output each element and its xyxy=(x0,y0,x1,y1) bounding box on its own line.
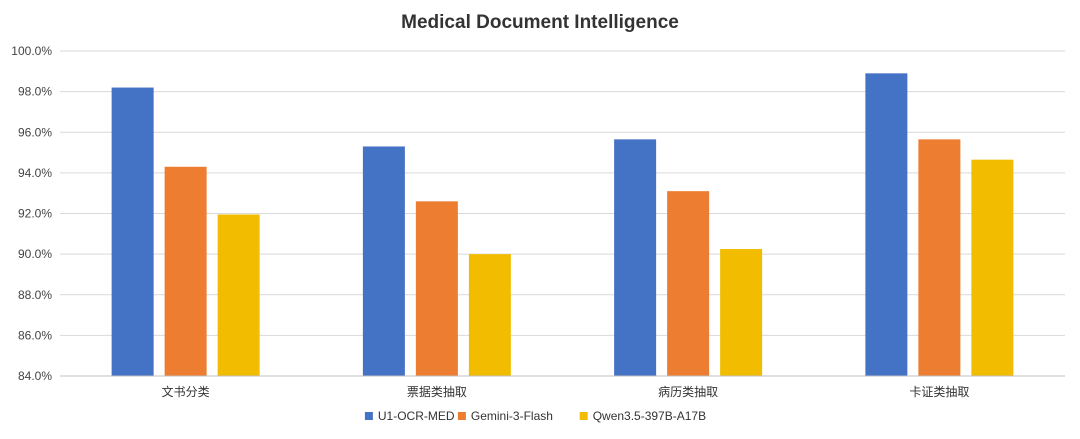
bar-gemini-3-flash xyxy=(415,201,458,376)
legend-label: Qwen3.5-397B-A17B xyxy=(593,409,706,423)
chart-title: Medical Document Intelligence xyxy=(401,12,679,33)
bars xyxy=(111,73,1014,376)
legend-item: Qwen3.5-397B-A17B xyxy=(579,409,706,423)
bar-u1-ocr-med xyxy=(865,73,908,376)
legend-swatch xyxy=(364,412,373,420)
y-axis-ticks: 84.0% 86.0% 88.0% 90.0% 92.0% 94.0% 96.0% 98.0%… xyxy=(11,44,52,383)
x-category-label: 病历类抽取 xyxy=(658,384,718,399)
x-category-label: 票据类抽取 xyxy=(407,385,467,399)
legend-label: U1-OCR-MED xyxy=(378,409,455,423)
bar-qwen3-5-397b-a17b xyxy=(971,159,1014,376)
x-category-label: 文书分类 xyxy=(162,384,210,399)
bar-gemini-3-flash xyxy=(667,191,710,376)
y-tick-label: 92.0% xyxy=(18,207,52,221)
gridlines xyxy=(60,50,1065,336)
bar-u1-ocr-med xyxy=(111,87,154,376)
legend: U1-OCR-MED Gemini-3-Flash Qwen3.5-397B-A17… xyxy=(364,409,706,423)
bar-qwen3-5-397b-a17b xyxy=(720,249,763,376)
bar-gemini-3-flash xyxy=(918,139,961,376)
bar-u1-ocr-med xyxy=(614,139,657,376)
y-tick-label: 98.0% xyxy=(18,85,52,99)
y-tick-label: 94.0% xyxy=(18,166,52,180)
y-tick-label: 96.0% xyxy=(18,125,52,139)
y-tick-label: 90.0% xyxy=(18,247,52,261)
legend-swatch xyxy=(579,412,588,420)
y-tick-label: 84.0% xyxy=(18,369,52,383)
legend-item: U1-OCR-MED xyxy=(364,409,455,423)
bar-u1-ocr-med xyxy=(362,146,405,376)
y-tick-label: 88.0% xyxy=(18,288,52,302)
x-axis-categories: 文书分类 票据类抽取 病历类抽取 卡证类抽取 xyxy=(162,384,970,399)
legend-swatch xyxy=(457,412,466,420)
x-category-label: 卡证类抽取 xyxy=(909,385,969,399)
bar-gemini-3-flash xyxy=(164,166,207,376)
y-tick-label: 100.0% xyxy=(11,44,52,58)
bar-qwen3-5-397b-a17b xyxy=(217,214,260,376)
legend-item: Gemini-3-Flash xyxy=(457,409,553,423)
bar-qwen3-5-397b-a17b xyxy=(468,254,511,376)
y-tick-label: 86.0% xyxy=(18,328,52,342)
legend-label: Gemini-3-Flash xyxy=(471,409,553,423)
